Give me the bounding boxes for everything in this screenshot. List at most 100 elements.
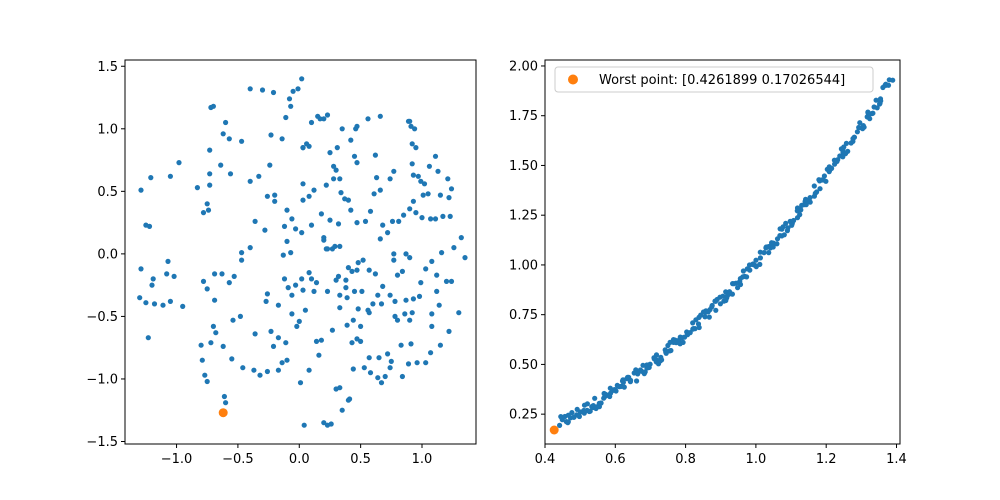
data-point xyxy=(829,165,835,171)
data-point xyxy=(432,153,439,159)
data-point xyxy=(339,126,345,132)
data-point xyxy=(208,340,214,346)
data-point xyxy=(753,257,759,263)
data-point xyxy=(843,140,850,146)
data-point xyxy=(439,250,445,256)
data-point xyxy=(557,422,563,428)
data-point xyxy=(226,280,232,286)
data-point xyxy=(279,136,285,142)
data-point xyxy=(220,131,226,137)
data-point xyxy=(361,365,367,371)
data-point xyxy=(210,323,216,329)
data-point xyxy=(861,124,867,130)
data-point xyxy=(343,277,349,283)
data-point xyxy=(635,371,641,377)
data-point xyxy=(798,207,804,213)
data-point xyxy=(766,250,772,256)
data-point xyxy=(413,210,419,216)
data-point xyxy=(318,211,324,217)
data-point xyxy=(448,186,455,192)
data-point xyxy=(268,328,274,334)
data-point xyxy=(391,257,397,263)
data-point xyxy=(429,323,435,329)
data-point xyxy=(437,342,443,348)
data-point xyxy=(223,119,229,126)
data-point xyxy=(416,293,423,299)
data-point xyxy=(306,193,312,199)
data-point xyxy=(423,266,429,272)
data-point xyxy=(403,251,409,257)
data-point xyxy=(359,288,365,294)
data-point xyxy=(223,400,229,406)
data-point xyxy=(210,103,216,109)
data-point xyxy=(321,237,327,243)
data-point xyxy=(653,352,660,358)
data-point xyxy=(349,268,355,274)
data-point xyxy=(337,305,343,311)
data-point xyxy=(621,384,627,390)
data-point xyxy=(138,266,144,272)
data-point xyxy=(247,178,253,184)
data-point xyxy=(219,271,225,277)
data-point xyxy=(367,208,374,214)
data-point xyxy=(851,134,857,140)
data-point xyxy=(306,367,312,373)
data-point xyxy=(358,323,364,329)
data-point xyxy=(270,343,277,349)
data-point xyxy=(289,292,295,298)
data-point xyxy=(744,274,750,280)
data-point xyxy=(388,358,394,364)
data-point xyxy=(198,342,204,348)
data-point xyxy=(392,298,398,304)
data-point xyxy=(275,335,281,341)
x-tick-label: 0.5 xyxy=(350,452,371,467)
data-point xyxy=(592,395,598,401)
data-point xyxy=(289,216,295,222)
x-tick-label: 1.0 xyxy=(746,452,767,467)
data-point xyxy=(300,145,306,151)
data-point xyxy=(332,243,338,249)
data-point xyxy=(797,212,803,218)
data-point xyxy=(425,191,431,197)
data-point xyxy=(308,276,315,282)
data-point xyxy=(350,366,356,372)
data-point xyxy=(293,282,299,288)
data-point xyxy=(354,267,360,273)
data-point xyxy=(200,278,207,284)
data-point xyxy=(690,320,696,326)
data-point xyxy=(769,240,775,246)
data-point xyxy=(239,138,245,144)
data-point xyxy=(403,297,409,303)
data-point xyxy=(426,163,432,169)
worst-point-marker xyxy=(549,425,559,435)
data-point xyxy=(407,317,413,323)
data-point xyxy=(885,82,892,88)
data-point xyxy=(146,223,153,229)
data-point xyxy=(413,145,419,151)
data-point xyxy=(283,340,289,346)
data-point xyxy=(301,422,307,428)
legend: Worst point: [0.4261899 0.17026544] xyxy=(554,66,874,93)
right-scatter-points xyxy=(549,77,896,435)
data-point xyxy=(300,197,306,203)
x-tick-label: 1.0 xyxy=(412,452,433,467)
data-point xyxy=(405,361,412,367)
data-point xyxy=(212,297,218,303)
data-point xyxy=(717,301,724,307)
data-point xyxy=(284,238,290,244)
data-point xyxy=(327,150,333,156)
data-point xyxy=(200,210,207,216)
data-point xyxy=(784,228,791,234)
y-tick-label: 1.00 xyxy=(509,258,538,273)
data-point xyxy=(366,267,372,273)
data-point xyxy=(376,355,382,361)
data-point xyxy=(311,288,317,294)
data-point xyxy=(821,173,828,179)
y-tick-label: 2.00 xyxy=(509,59,538,74)
data-point xyxy=(339,407,345,413)
data-point xyxy=(370,301,376,307)
data-point xyxy=(306,270,312,276)
data-point xyxy=(280,252,286,258)
data-point xyxy=(221,393,227,400)
